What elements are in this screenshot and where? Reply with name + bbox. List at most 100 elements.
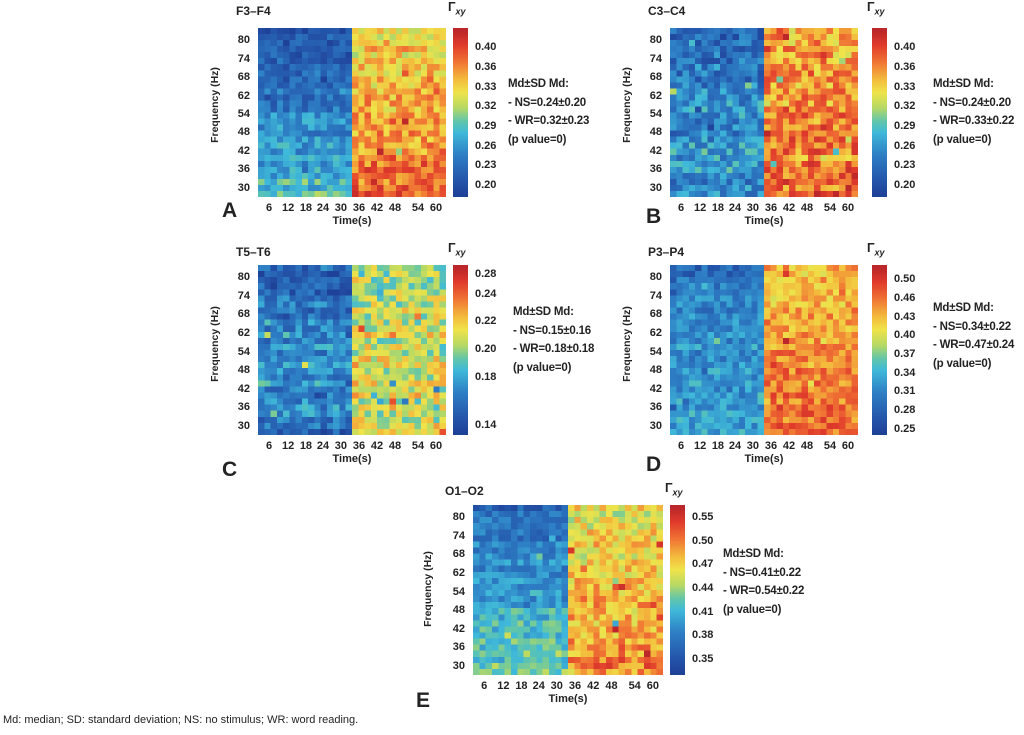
colorbar-tick-label: 0.25 [894, 423, 916, 436]
x-tick-label: 6 [266, 440, 273, 452]
x-tick-label: 24 [728, 202, 742, 214]
colorbar-A [453, 28, 468, 197]
colorbar-tick-label: 0.33 [475, 80, 497, 93]
figure-caption: Md: median; SD: standard deviation; NS: … [3, 714, 359, 726]
gamma-symbol: Γ [448, 0, 456, 14]
x-tick-label: 36 [352, 440, 366, 452]
y-tick-label: 30 [237, 419, 250, 432]
x-tick-label: 54 [411, 440, 425, 452]
colorbar-tick-label: 0.29 [894, 120, 916, 133]
x-tick-label: 24 [532, 680, 545, 692]
colorbar-tick-label: 0.47 [692, 558, 714, 571]
colorbar-symbol-C: Γxy [448, 241, 466, 258]
gamma-subscript: xy [455, 247, 466, 258]
y-tick-label: 62 [649, 327, 662, 340]
colorbar-tick-label: 0.14 [475, 418, 497, 431]
x-tick-label: 48 [388, 440, 402, 452]
x-tick-label: 42 [782, 440, 796, 452]
y-tick-label: 30 [237, 182, 250, 195]
stats-wr-value-E: - WR=0.54±0.22 [723, 585, 805, 597]
colorbar-tick-label: 0.40 [475, 41, 497, 54]
y-tick-label: 48 [237, 363, 250, 376]
colorbar-tick-label: 0.32 [894, 100, 916, 113]
heatmap-D [670, 265, 858, 435]
x-tick-label: 48 [800, 202, 814, 214]
heatmap-E [473, 505, 663, 675]
x-tick-label: 12 [693, 440, 707, 452]
y-tick-label: 74 [649, 290, 662, 303]
y-tick-label: 36 [237, 162, 250, 175]
colorbar-tick-label: 0.35 [692, 653, 714, 666]
stats-ns-value-E: - NS=0.41±0.22 [723, 566, 801, 579]
stats-ns-value-D: - NS=0.34±0.22 [933, 320, 1011, 333]
y-tick-label: 80 [237, 33, 250, 46]
gamma-symbol: Γ [867, 241, 875, 255]
colorbar-tick-label: 0.55 [692, 511, 714, 524]
colorbar-symbol-D: Γxy [867, 241, 885, 258]
x-tick-label: 6 [481, 680, 488, 692]
panel-title-E: O1–O2 [445, 484, 484, 498]
heatmap-C [258, 265, 446, 435]
y-axis-label: Frequency (Hz) [621, 306, 633, 382]
x-tick-label: 42 [587, 680, 600, 692]
colorbar-tick-label: 0.28 [475, 268, 497, 280]
x-tick-label: 36 [568, 680, 582, 692]
x-tick-label: 60 [646, 680, 660, 692]
x-tick-label: 30 [334, 202, 348, 214]
x-tick-label: 18 [299, 440, 313, 452]
gamma-subscript: xy [874, 6, 885, 17]
y-tick-label: 80 [237, 271, 250, 284]
stats-header-C: Md±SD Md: [513, 306, 574, 318]
x-tick-label: 30 [550, 680, 563, 692]
x-tick-label: 12 [497, 680, 510, 692]
colorbar-D [872, 265, 887, 435]
stats-wr-value-D: - WR=0.47±0.24 [933, 339, 1015, 351]
colorbar-tick-label: 0.29 [475, 120, 497, 133]
y-tick-label: 62 [649, 89, 662, 102]
y-tick-label: 36 [452, 640, 465, 653]
colorbar-symbol-B: Γxy [867, 0, 885, 17]
y-tick-label: 42 [452, 622, 465, 635]
y-tick-label: 36 [649, 400, 662, 413]
colorbar-C [453, 265, 468, 435]
colorbar-E [670, 505, 685, 675]
stats-header-D: Md±SD Md: [933, 302, 994, 314]
x-tick-label: 30 [746, 440, 760, 452]
x-tick-label: 42 [370, 202, 384, 214]
y-tick-label: 42 [237, 382, 250, 395]
x-tick-label: 48 [388, 202, 402, 214]
x-tick-label: 6 [678, 202, 685, 214]
stats-p-value-D: (p value=0) [933, 357, 992, 370]
y-tick-label: 48 [649, 125, 662, 138]
x-tick-label: 60 [841, 202, 855, 214]
panel-letter-B: B [646, 205, 662, 228]
colorbar-tick-label: 0.31 [894, 385, 916, 398]
y-tick-label: 48 [452, 603, 465, 616]
x-axis-label: Time(s) [548, 693, 588, 705]
x-tick-label: 24 [728, 440, 742, 452]
colorbar-tick-label: 0.44 [692, 582, 714, 595]
x-tick-label: 18 [299, 202, 313, 214]
x-tick-label: 36 [764, 440, 778, 452]
y-tick-label: 42 [649, 382, 662, 395]
colorbar-tick-label: 0.40 [894, 329, 916, 342]
y-axis-label: Frequency (Hz) [621, 67, 633, 143]
colorbar-tick-label: 0.20 [894, 179, 916, 191]
y-tick-label: 80 [649, 33, 662, 46]
x-tick-label: 48 [605, 680, 618, 692]
panel-title-A: F3–F4 [236, 4, 271, 18]
colorbar-symbol-E: Γxy [665, 481, 683, 498]
x-tick-label: 30 [746, 202, 760, 214]
stats-header-E: Md±SD Md: [723, 548, 784, 560]
heatmap-A [258, 28, 446, 197]
x-tick-label: 54 [411, 202, 425, 214]
y-tick-label: 30 [452, 659, 465, 672]
y-tick-label: 54 [649, 345, 662, 358]
y-tick-label: 48 [649, 363, 662, 376]
x-axis-label: Time(s) [332, 215, 372, 227]
stats-wr-value-A: - WR=0.32±0.23 [508, 115, 590, 127]
x-axis-label: Time(s) [332, 453, 372, 465]
x-tick-label: 12 [693, 202, 707, 214]
panel-letter-D: D [646, 453, 662, 476]
